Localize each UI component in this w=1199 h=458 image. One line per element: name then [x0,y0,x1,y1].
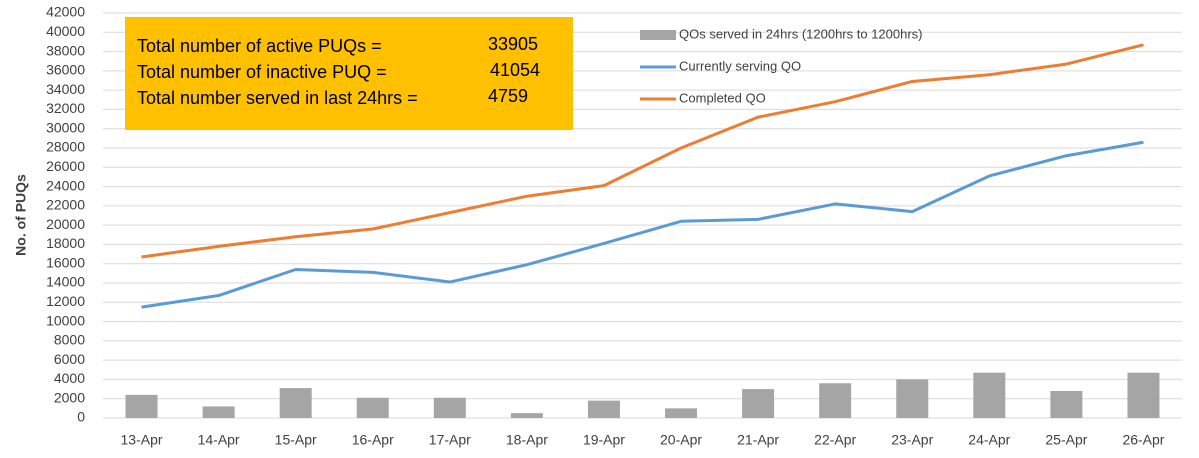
bar [202,406,235,418]
y-axis-label: No. of PUQs [13,174,29,256]
y-tick-label: 0 [77,409,85,425]
bar [742,389,775,418]
y-tick-label: 40000 [46,23,85,39]
y-tick-label: 6000 [54,351,85,367]
y-tick-label: 10000 [46,312,85,328]
line [141,43,1144,259]
bar [1127,372,1160,418]
x-tick-label: 18-Apr [506,432,548,448]
y-tick-label: 14000 [46,274,85,290]
bar [433,397,466,418]
x-tick-label: 21-Apr [737,432,779,448]
y-tick-label: 32000 [46,100,85,116]
y-tick-label: 12000 [46,293,85,309]
y-tick-label: 4000 [54,370,85,386]
y-tick-label: 34000 [46,81,85,97]
y-tick-label: 24000 [46,177,85,193]
y-tick-label: 28000 [46,139,85,155]
bar [125,394,158,418]
y-tick-label: 20000 [46,216,85,232]
annotation-value: 4759 [488,86,528,106]
annotation-box [125,17,573,130]
y-tick-label: 16000 [46,254,85,270]
legend-label: QOs served in 24hrs (1200hrs to 1200hrs) [679,26,923,41]
y-tick-label: 22000 [46,197,85,213]
annotation-value: 33905 [488,34,538,54]
legend-swatch [640,30,676,40]
legend-label: Completed QO [679,90,766,105]
x-tick-label: 17-Apr [429,432,471,448]
y-tick-label: 42000 [46,4,85,20]
bar [587,400,620,418]
annotation-value: 41054 [490,60,540,80]
x-tick-label: 14-Apr [198,432,240,448]
annotation-label: Total number of inactive PUQ = [137,62,387,82]
bar [1050,391,1083,418]
bar [896,379,929,418]
legend-label: Currently serving QO [679,58,801,73]
bar [279,388,312,418]
y-tick-label: 30000 [46,119,85,135]
x-tick-label: 20-Apr [660,432,702,448]
y-tick-label: 38000 [46,42,85,58]
x-tick-label: 15-Apr [275,432,317,448]
x-tick-label: 13-Apr [121,432,163,448]
x-tick-label: 19-Apr [583,432,625,448]
bar [665,408,698,418]
x-tick-label: 23-Apr [891,432,933,448]
x-tick-label: 24-Apr [968,432,1010,448]
bar [819,383,852,418]
bar [356,397,389,418]
bar [510,413,543,418]
annotation-label: Total number served in last 24hrs = [137,88,418,108]
line [141,140,1144,309]
y-tick-label: 18000 [46,235,85,251]
y-tick-label: 8000 [54,332,85,348]
x-tick-label: 22-Apr [814,432,856,448]
x-tick-label: 26-Apr [1122,432,1164,448]
x-tick-label: 16-Apr [352,432,394,448]
annotation-label: Total number of active PUQs = [137,36,382,56]
y-tick-label: 36000 [46,62,85,78]
x-tick-label: 25-Apr [1045,432,1087,448]
y-tick-label: 26000 [46,158,85,174]
bar [973,372,1006,418]
y-tick-label: 2000 [54,389,85,405]
